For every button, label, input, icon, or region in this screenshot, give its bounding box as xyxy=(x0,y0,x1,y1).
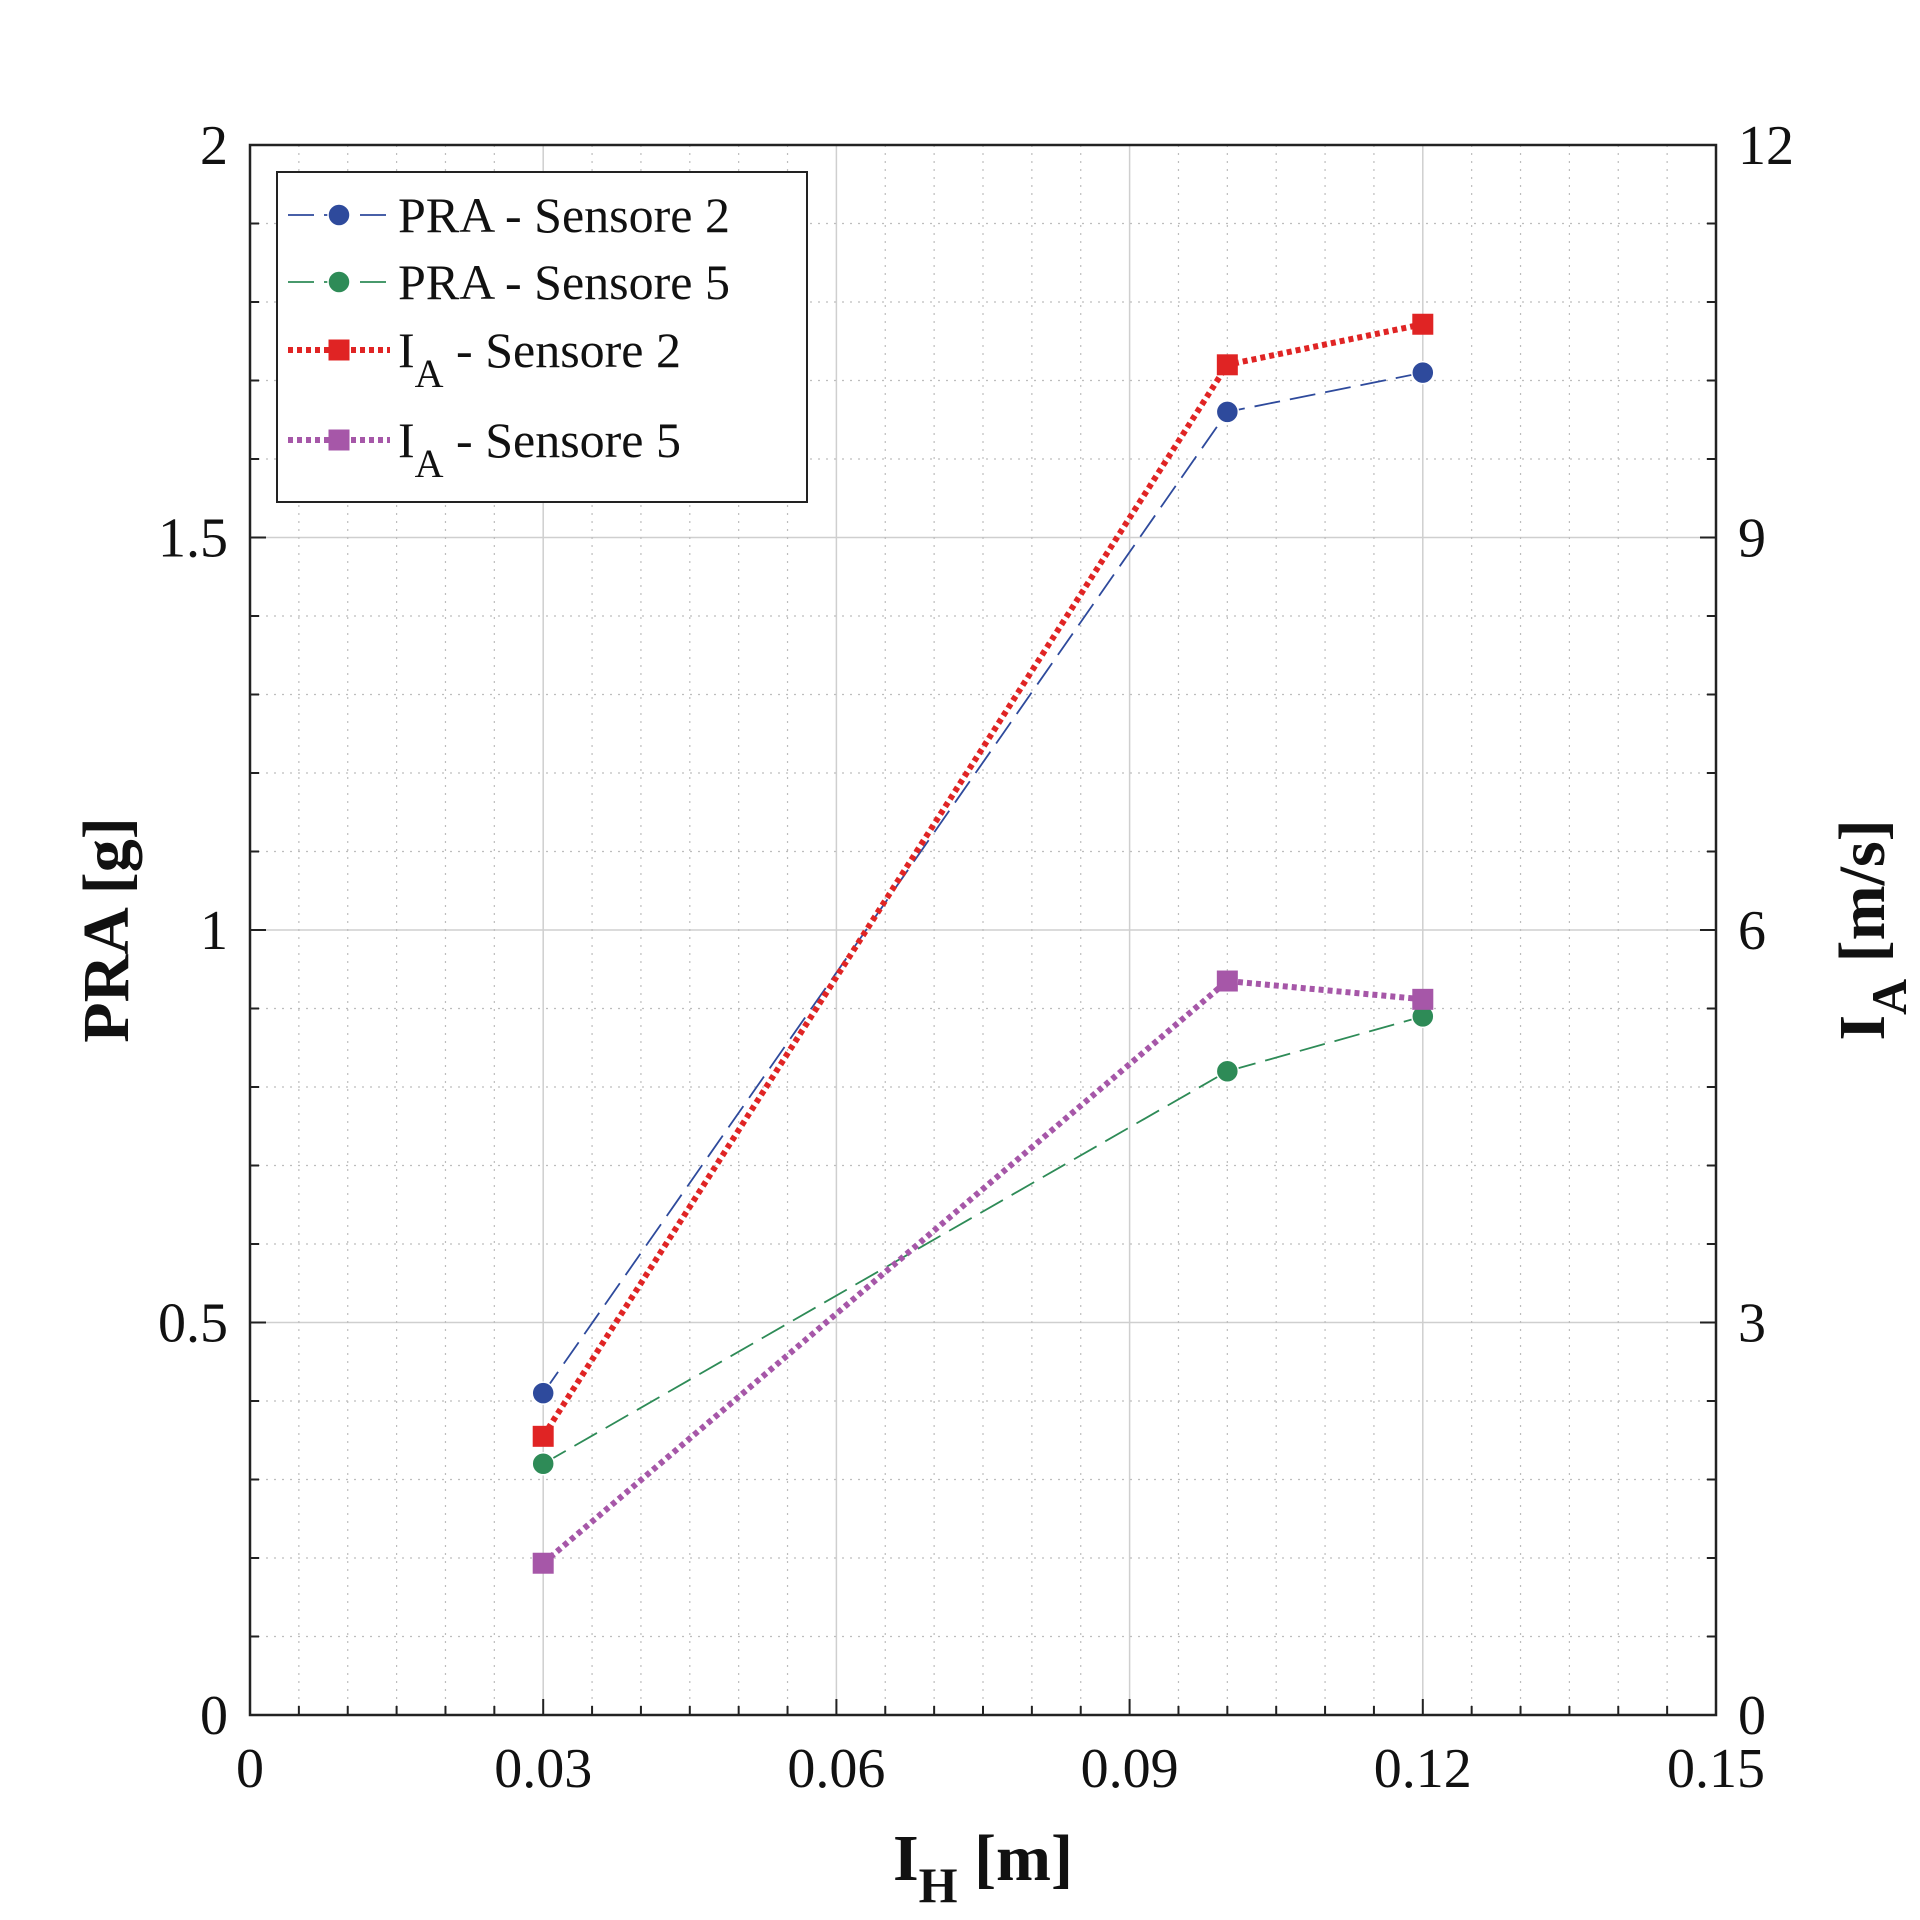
legend-label-main: I xyxy=(398,412,415,468)
y-axis-right-title: IA [m/s] xyxy=(1826,819,1917,1040)
legend-label-sub: A xyxy=(415,351,444,396)
legend-entry-3: IA - Sensore 2 xyxy=(288,322,681,396)
series-4-point xyxy=(1412,988,1434,1010)
x-tick-label: 0.03 xyxy=(494,1738,592,1800)
legend-label-rest: - Sensore 2 xyxy=(444,322,681,378)
x-axis-title: IH [m] xyxy=(893,1822,1073,1913)
x-tick-label: 0.12 xyxy=(1374,1738,1472,1800)
series-2-point xyxy=(531,1452,555,1476)
series-1 xyxy=(531,360,1435,1405)
series-4-point xyxy=(1216,970,1238,992)
y-right-tick-label: 9 xyxy=(1738,508,1766,570)
legend-marker xyxy=(328,429,350,451)
legend-entry-2: PRA - Sensore 5 xyxy=(288,254,730,310)
legend-marker xyxy=(328,339,350,361)
y-left-tick-label: 1 xyxy=(200,900,228,962)
y-right-tick-label: 3 xyxy=(1738,1293,1766,1355)
legend-marker xyxy=(327,203,351,227)
y-right-tick-label: 0 xyxy=(1738,1685,1766,1747)
legend-label-sub: A xyxy=(415,441,444,486)
x-tick-label: 0.09 xyxy=(1081,1738,1179,1800)
legend-entry-1: PRA - Sensore 2 xyxy=(288,187,730,243)
series-2-line xyxy=(542,1015,1424,1465)
y-left-tick-label: 0 xyxy=(200,1685,228,1747)
x-tick-label: 0.15 xyxy=(1667,1738,1765,1800)
legend-label: IA - Sensore 2 xyxy=(398,322,681,396)
legend-label: PRA - Sensore 5 xyxy=(398,254,730,310)
series xyxy=(531,313,1435,1574)
series-1-point xyxy=(1411,360,1435,385)
y-axis-left-title: PRA [g] xyxy=(70,817,143,1042)
legend-label-main: I xyxy=(398,322,415,378)
series-3-point xyxy=(532,1425,554,1447)
x-tick-label: 0.06 xyxy=(787,1738,885,1800)
series-3-point xyxy=(1216,354,1238,376)
legend-marker xyxy=(327,270,351,294)
series-4 xyxy=(532,970,1434,1574)
legend-label: IA - Sensore 5 xyxy=(398,412,681,486)
legend-entry-4: IA - Sensore 5 xyxy=(288,412,681,486)
y-right-tick-label: 6 xyxy=(1738,900,1766,962)
legend-box xyxy=(276,171,808,503)
y-left-tick-label: 0.5 xyxy=(158,1293,228,1355)
series-4-point xyxy=(532,1552,554,1574)
x-tick-label: 0 xyxy=(236,1738,264,1800)
legend-label: PRA - Sensore 2 xyxy=(398,187,730,243)
legend-label-rest: - Sensore 5 xyxy=(444,412,681,468)
legend-label-main: PRA - Sensore 2 xyxy=(398,187,730,243)
y-left-tick-label: 1.5 xyxy=(158,508,228,570)
series-1-point xyxy=(531,1381,555,1405)
series-2-point xyxy=(1215,1059,1240,1084)
series-1-point xyxy=(1215,400,1240,424)
series-3-point xyxy=(1412,313,1434,335)
y-left-tick-label: 2 xyxy=(200,115,228,177)
series-2 xyxy=(531,1004,1435,1476)
y-right-tick-label: 12 xyxy=(1738,115,1794,177)
legend-label-main: PRA - Sensore 5 xyxy=(398,254,730,310)
series-3 xyxy=(532,313,1434,1447)
series-4-line xyxy=(541,977,1424,1566)
